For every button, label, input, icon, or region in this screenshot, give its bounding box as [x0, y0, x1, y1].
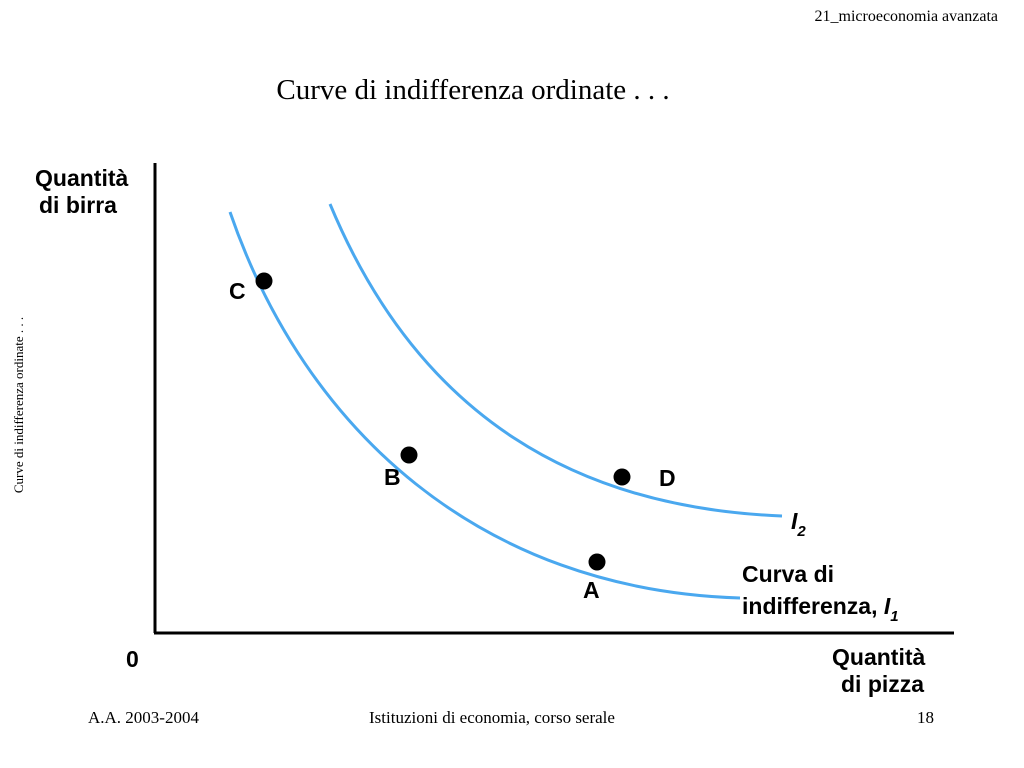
point-c-marker: [255, 272, 273, 290]
course-tag: 21_microeconomia avanzata: [814, 8, 998, 25]
curve-i2-label: I2: [791, 508, 806, 540]
point-a-marker: [588, 553, 606, 571]
x-axis-label-line1: Quantità: [832, 644, 925, 670]
curve-i2-subscript: 2: [796, 523, 806, 540]
point-b-label: B: [384, 464, 401, 490]
x-axis-label-line2: di pizza: [841, 671, 924, 697]
curve-i1-subscript: 1: [890, 608, 898, 625]
origin-label: 0: [126, 646, 139, 672]
point-d-label: D: [659, 465, 676, 491]
footer-course-name: Istituzioni di economia, corso serale: [369, 708, 615, 727]
curve-i2-symbol: I: [791, 508, 798, 534]
point-c-label: C: [229, 278, 246, 304]
y-axis-label-line2: di birra: [39, 192, 117, 218]
slide-title: Curve di indifferenza ordinate . . .: [276, 74, 670, 106]
indifference-curve-i1: [228, 211, 741, 600]
point-a-label: A: [583, 577, 600, 603]
point-d-marker: [613, 468, 631, 486]
point-b-marker: [400, 446, 418, 464]
footer-page-number: 18: [917, 708, 934, 727]
curve-i1-label-line1: Curva di: [742, 561, 834, 587]
y-axis-label-line1: Quantità: [35, 165, 128, 191]
curve-i1-symbol: I: [884, 593, 891, 619]
curve-i1-label-line2: indifferenza, I1: [742, 593, 899, 625]
indifference-curve-i2: [328, 203, 783, 518]
curve-i1-label-text: indifferenza,: [742, 593, 884, 619]
footer-academic-year: A.A. 2003-2004: [88, 708, 199, 727]
